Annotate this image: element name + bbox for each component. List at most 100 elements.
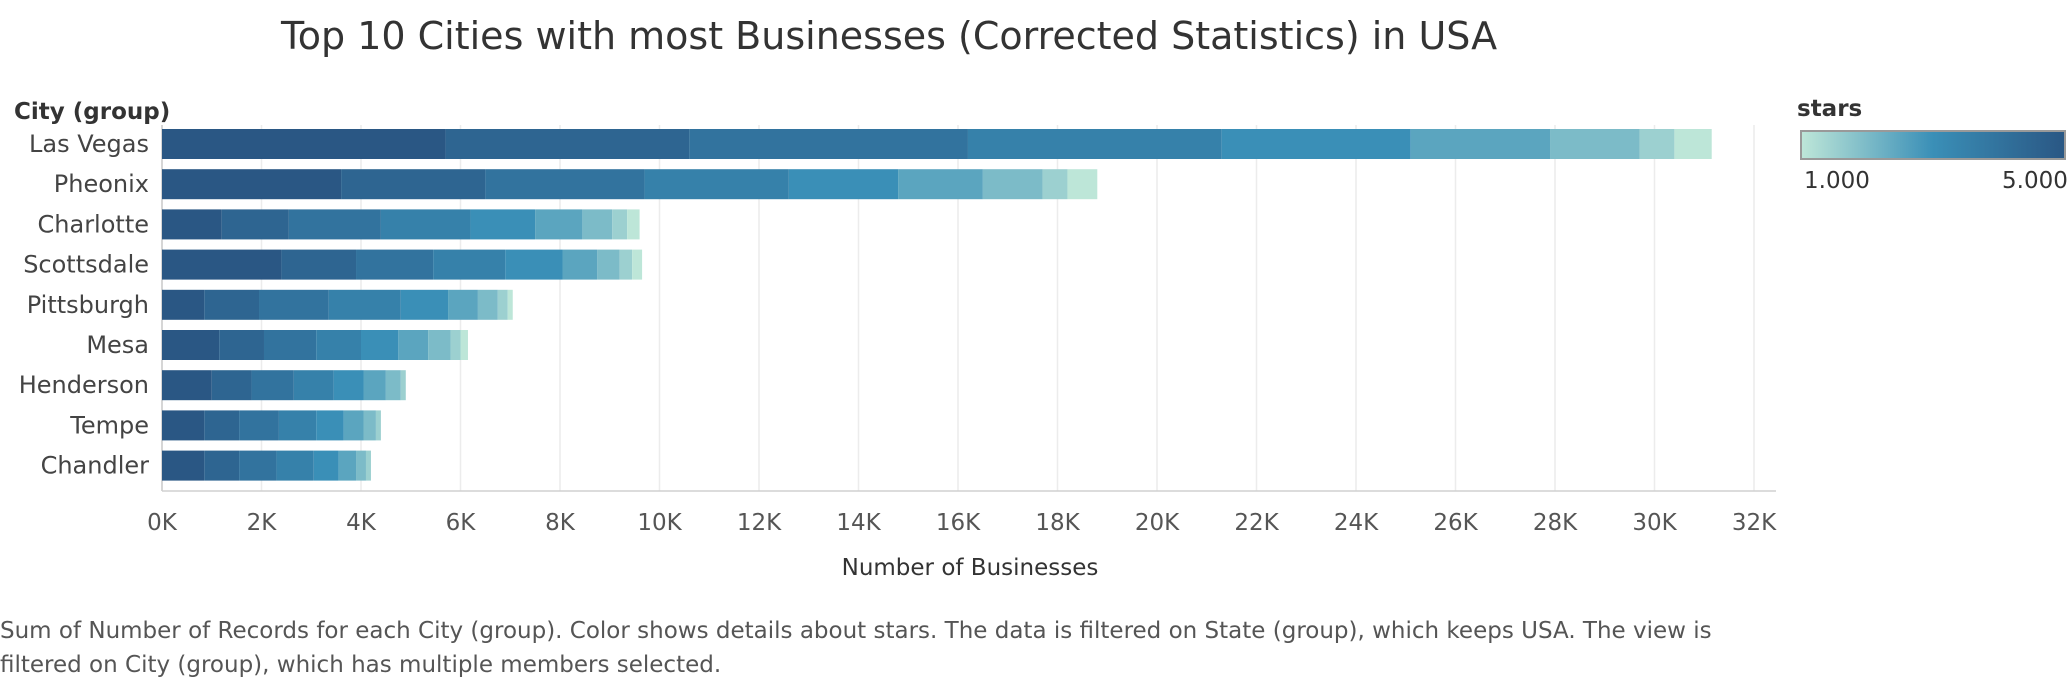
bar-segment[interactable]	[251, 370, 294, 401]
bar-segment[interactable]	[356, 450, 366, 481]
bar-segment[interactable]	[1639, 129, 1675, 159]
bar-segment[interactable]	[535, 209, 583, 240]
bar-segment[interactable]	[562, 249, 598, 280]
bar-segment[interactable]	[448, 289, 478, 320]
bar-segment[interactable]	[313, 450, 339, 481]
bar-segment[interactable]	[162, 450, 205, 481]
bar-segment[interactable]	[1221, 129, 1411, 159]
bar-segment[interactable]	[288, 209, 381, 240]
bar-segment[interactable]	[1042, 169, 1068, 200]
bar-segment[interactable]	[293, 370, 334, 401]
bar-segment[interactable]	[328, 289, 401, 320]
chart-svg: 0K 2K 4K 6K 8K 10K 12K 14K 16K 18K 20K 22K 24K 26K 28K…	[14, 99, 1777, 581]
x-tick-label: 20K	[1135, 510, 1180, 536]
bar-segment[interactable]	[1550, 129, 1640, 159]
bar-segment[interactable]	[433, 249, 506, 280]
bar-segment[interactable]	[505, 249, 563, 280]
bar-segment[interactable]	[497, 289, 508, 320]
bar-segment[interactable]	[162, 330, 220, 360]
bar-segment[interactable]	[400, 370, 406, 401]
bar-segment[interactable]	[460, 330, 468, 360]
bar-segment[interactable]	[281, 249, 357, 280]
bar-segment[interactable]	[363, 410, 376, 441]
bar-segment[interactable]	[788, 169, 899, 200]
bar-segment[interactable]	[365, 450, 371, 481]
bar-segment[interactable]	[162, 370, 212, 401]
bar-segment[interactable]	[263, 330, 317, 360]
bar-segment[interactable]	[982, 169, 1043, 200]
bar-segment[interactable]	[162, 209, 222, 240]
bar-segment[interactable]	[333, 370, 364, 401]
x-tick-label: 30K	[1632, 510, 1677, 536]
bar-segment[interactable]	[361, 330, 399, 360]
bar-segment[interactable]	[316, 330, 361, 360]
bars-layer	[162, 129, 1712, 481]
bar-segment[interactable]	[343, 410, 364, 441]
bar-segment[interactable]	[470, 209, 536, 240]
bar-segment[interactable]	[204, 410, 240, 441]
bar-segment[interactable]	[477, 289, 498, 320]
bar-segment[interactable]	[582, 209, 613, 240]
category-label: Tempe	[69, 411, 149, 439]
bar-segment[interactable]	[211, 370, 252, 401]
bar-segment[interactable]	[162, 129, 446, 159]
bar-segment[interactable]	[385, 370, 401, 401]
bar-segment[interactable]	[898, 169, 983, 200]
bar-segment[interactable]	[612, 209, 628, 240]
legend-max-label: 5.000	[2002, 168, 2068, 194]
x-axis-title: Number of Businesses	[842, 555, 1099, 581]
bar-segment[interactable]	[1067, 169, 1098, 200]
category-label: Mesa	[86, 331, 149, 359]
bar-segment[interactable]	[316, 410, 344, 441]
x-tick-label: 24K	[1334, 510, 1379, 536]
y-axis-title: City (group)	[14, 99, 170, 125]
bar-segment[interactable]	[644, 169, 789, 200]
bar-segment[interactable]	[619, 249, 633, 280]
category-label: Las Vegas	[29, 130, 149, 158]
bar-segment[interactable]	[338, 450, 357, 481]
bar-segment[interactable]	[162, 289, 205, 320]
bar-segment[interactable]	[445, 129, 690, 159]
bar-segment[interactable]	[162, 249, 282, 280]
bar-segment[interactable]	[204, 450, 240, 481]
bar-segment[interactable]	[450, 330, 461, 360]
x-tick-label: 8K	[545, 510, 576, 536]
bar-segment[interactable]	[204, 289, 260, 320]
bar-segment[interactable]	[1674, 129, 1712, 159]
bar-segment[interactable]	[597, 249, 620, 280]
bar-segment[interactable]	[1410, 129, 1551, 159]
bar-segment[interactable]	[627, 209, 640, 240]
bar-segment[interactable]	[341, 169, 486, 200]
x-tick-label: 2K	[247, 510, 278, 536]
bar-segment[interactable]	[162, 169, 342, 200]
legend-title: stars	[1797, 96, 1863, 122]
bar-segment[interactable]	[380, 209, 471, 240]
bar-segment[interactable]	[162, 410, 205, 441]
bar-segment[interactable]	[259, 289, 329, 320]
bar-segment[interactable]	[239, 410, 279, 441]
bar-segment[interactable]	[485, 169, 645, 200]
bar-segment[interactable]	[363, 370, 386, 401]
x-tick-label: 16K	[936, 510, 981, 536]
bar-segment[interactable]	[221, 209, 289, 240]
bar-segment[interactable]	[398, 330, 429, 360]
category-label: Scottsdale	[23, 251, 149, 279]
bar-segment[interactable]	[507, 289, 513, 320]
x-tick-label: 22K	[1234, 510, 1279, 536]
bar-segment[interactable]	[689, 129, 968, 159]
bar-segment[interactable]	[276, 450, 314, 481]
bar-segment[interactable]	[632, 249, 643, 280]
bar-segment[interactable]	[428, 330, 451, 360]
legend-min-label: 1.000	[1804, 168, 1870, 194]
x-tick-label: 4K	[346, 510, 377, 536]
bar-segment[interactable]	[375, 410, 381, 441]
bar-segment[interactable]	[356, 249, 434, 280]
chart-title: Top 10 Cities with most Businesses (Corr…	[281, 14, 1498, 58]
category-label: Pittsburgh	[27, 291, 149, 319]
x-tick-label: 26K	[1433, 510, 1478, 536]
bar-segment[interactable]	[239, 450, 277, 481]
bar-segment[interactable]	[400, 289, 449, 320]
bar-segment[interactable]	[219, 330, 264, 360]
bar-segment[interactable]	[967, 129, 1222, 159]
bar-segment[interactable]	[278, 410, 317, 441]
